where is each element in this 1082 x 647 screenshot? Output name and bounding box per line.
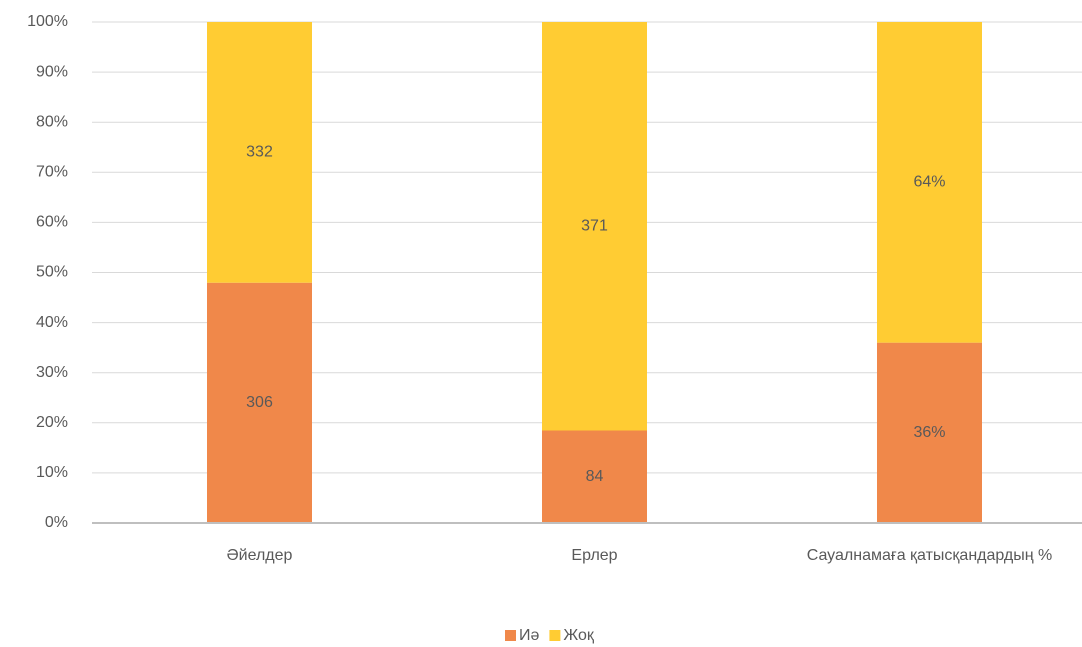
y-tick-label: 60% xyxy=(36,214,68,231)
y-tick-label: 90% xyxy=(36,63,68,80)
y-tick-label: 40% xyxy=(36,314,68,331)
legend-swatch xyxy=(505,630,516,641)
bar-segment xyxy=(207,22,312,283)
bar-segment xyxy=(542,430,647,523)
y-tick-label: 70% xyxy=(36,164,68,181)
bar-segment xyxy=(877,342,982,523)
data-label: 36% xyxy=(913,424,945,441)
legend-swatch xyxy=(549,630,561,641)
data-label: 306 xyxy=(246,394,273,411)
y-tick-label: 30% xyxy=(36,364,68,381)
y-tick-label: 20% xyxy=(36,414,68,431)
legend-label: Жоқ xyxy=(563,627,594,644)
data-label: 371 xyxy=(581,217,608,234)
y-tick-label: 0% xyxy=(45,514,68,531)
data-label: 84 xyxy=(586,468,604,485)
y-tick-label: 50% xyxy=(36,264,68,281)
y-tick-label: 10% xyxy=(36,464,68,481)
y-tick-label: 80% xyxy=(36,113,68,130)
x-tick-label: Ерлер xyxy=(571,547,618,564)
bar-segment xyxy=(207,282,312,523)
x-tick-label: Сауалнамаға қатысқандардың % xyxy=(806,547,1053,564)
legend-label: Иә xyxy=(519,627,540,644)
bar-segment xyxy=(542,22,647,431)
bar-segment xyxy=(877,22,982,343)
data-label: 64% xyxy=(913,174,945,191)
data-label: 332 xyxy=(246,144,273,161)
y-tick-label: 100% xyxy=(27,13,68,30)
x-tick-label: Әйелдер xyxy=(226,547,293,564)
